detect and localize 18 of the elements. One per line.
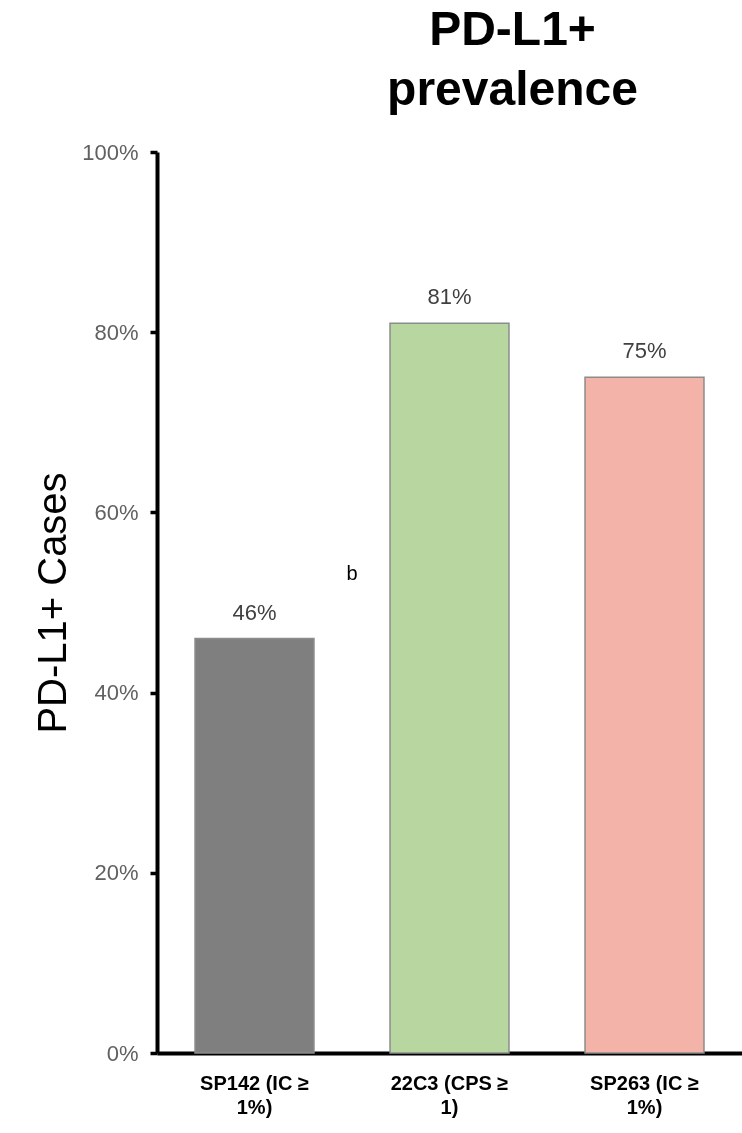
chart-title: PD-L1+ prevalence: [387, 2, 638, 115]
annotation: b: [346, 562, 358, 584]
data-label: 46%: [232, 599, 277, 625]
data-label: 75%: [622, 338, 667, 364]
data-label: 81%: [427, 284, 472, 310]
x-tick-label: SP263 (IC ≥ 1%): [590, 1071, 699, 1118]
y-tick-label: 20%: [94, 860, 139, 886]
y-axis-title: PD-L1+ Cases: [30, 472, 75, 734]
y-tick-label: 80%: [94, 319, 139, 345]
bar: [584, 376, 705, 1054]
y-tick-label: 100%: [82, 139, 139, 165]
y-tick-label: 0%: [106, 1040, 139, 1066]
y-tick-label: 60%: [94, 499, 139, 525]
x-tick-label: SP142 (IC ≥ 1%): [200, 1071, 309, 1118]
bar: [194, 637, 315, 1054]
x-tick-label: 22C3 (CPS ≥ 1): [390, 1071, 509, 1118]
bar: [389, 322, 510, 1054]
y-tick-label: 40%: [94, 680, 139, 706]
